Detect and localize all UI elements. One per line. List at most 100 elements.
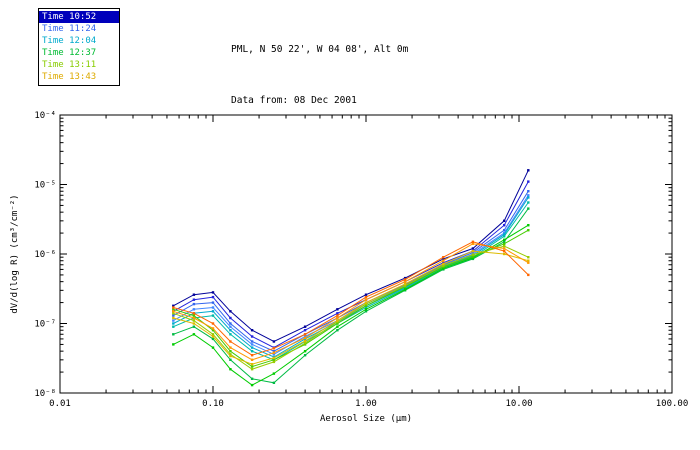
series-marker — [364, 293, 368, 296]
series-marker — [364, 310, 368, 313]
plot-header: PML, N 50 22', W 04 08', Alt 0m Data fro… — [231, 7, 408, 143]
series-marker — [503, 219, 506, 222]
series-marker — [527, 196, 530, 199]
series-marker — [503, 233, 506, 236]
legend-item[interactable]: Time 12:37 — [42, 48, 97, 58]
series-line — [173, 224, 529, 386]
series-marker — [527, 190, 530, 193]
series-marker — [211, 346, 215, 349]
series-marker — [303, 333, 307, 336]
x-tick-label: 1.00 — [355, 399, 377, 409]
series-marker — [272, 347, 276, 350]
series-marker — [503, 224, 506, 227]
x-tick-label: 10.00 — [505, 399, 532, 409]
series-marker — [527, 224, 530, 227]
series-marker — [527, 229, 530, 232]
series-marker — [403, 276, 407, 280]
series-marker — [471, 240, 475, 243]
legend-item[interactable]: Time 13:11 — [42, 60, 97, 70]
series-marker — [336, 314, 339, 317]
series-marker — [272, 372, 276, 375]
series-marker — [503, 231, 506, 235]
series-marker — [172, 304, 175, 307]
series-marker — [229, 354, 232, 358]
series-marker — [442, 267, 445, 270]
series-marker — [172, 306, 175, 309]
series-marker — [272, 356, 276, 360]
series-marker — [229, 329, 232, 332]
series-marker — [442, 265, 445, 269]
series-marker — [503, 252, 506, 256]
series-marker — [211, 327, 215, 330]
series-marker — [364, 308, 368, 311]
header-date: Data from: 08 Dec 2001 — [231, 95, 357, 106]
series-marker — [527, 194, 530, 197]
series-marker — [503, 238, 506, 241]
series-marker — [527, 261, 530, 264]
legend-item[interactable]: Time 12:04 — [42, 36, 97, 46]
series-marker — [364, 304, 368, 307]
series-line — [173, 243, 529, 361]
series-marker — [211, 329, 215, 332]
series-marker — [442, 262, 445, 266]
series-marker — [250, 377, 254, 380]
series-marker — [471, 251, 475, 254]
series-marker — [336, 329, 339, 332]
legend-item[interactable]: Time 13:43 — [42, 72, 97, 82]
legend-item[interactable]: Time 10:52 — [39, 11, 119, 23]
time-legend: Time 10:52 Time 11:24 Time 12:04 Time 12:37… — [38, 8, 120, 86]
series-marker — [172, 325, 175, 328]
series-marker — [364, 295, 368, 299]
series-marker — [192, 325, 196, 328]
series-line — [173, 208, 529, 384]
series-marker — [442, 257, 445, 261]
series-marker — [192, 308, 196, 311]
series-marker — [192, 293, 196, 296]
series-marker — [229, 350, 232, 353]
series-marker — [336, 308, 339, 311]
series-marker — [211, 314, 215, 317]
series-marker — [192, 312, 196, 315]
series-marker — [172, 314, 175, 317]
series-marker — [211, 337, 215, 341]
series-marker — [303, 342, 307, 345]
series-marker — [250, 363, 254, 366]
series-marker — [229, 322, 232, 325]
series-marker — [229, 310, 232, 313]
series-marker — [503, 249, 506, 253]
series-marker — [229, 340, 232, 343]
y-tick-label: 10⁻⁵ — [34, 181, 56, 191]
series-marker — [303, 350, 307, 353]
series-marker — [272, 358, 276, 361]
series-marker — [250, 346, 254, 349]
series-marker — [250, 329, 254, 332]
series-marker — [527, 207, 530, 210]
series-marker — [272, 350, 276, 353]
series-marker — [211, 306, 215, 309]
series-marker — [229, 346, 232, 349]
y-axis-title: dV/d(log R) (cm³/cm⁻²) — [10, 194, 20, 313]
series-marker — [303, 325, 307, 328]
series-marker — [403, 278, 407, 281]
series-marker — [527, 256, 530, 259]
series-marker — [303, 339, 307, 343]
series-marker — [172, 343, 175, 346]
x-tick-label: 0.10 — [202, 399, 224, 409]
legend-item[interactable]: Time 11:24 — [42, 24, 97, 34]
series-marker — [211, 333, 215, 336]
series-marker — [336, 325, 339, 328]
series-marker — [336, 322, 339, 325]
series-marker — [172, 333, 175, 336]
series-marker — [442, 256, 445, 259]
series-marker — [303, 329, 307, 332]
series-line — [173, 202, 529, 361]
series-marker — [229, 316, 232, 320]
series-marker — [250, 365, 254, 368]
series-marker — [403, 280, 407, 283]
y-tick-label: 10⁻⁸ — [34, 389, 56, 399]
series-marker — [272, 353, 276, 356]
series-marker — [250, 335, 254, 338]
series-marker — [192, 298, 196, 301]
y-tick-label: 10⁻⁶ — [34, 250, 56, 260]
